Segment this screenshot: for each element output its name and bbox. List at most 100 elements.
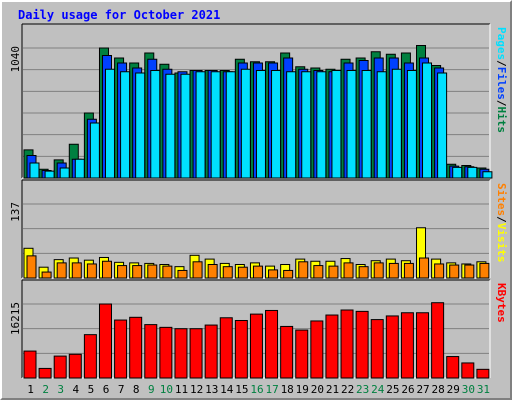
bar-pages-day-20 <box>316 71 327 179</box>
bar-kbytes-day-23 <box>355 310 369 379</box>
x-tick-day-29: 29 <box>447 383 460 396</box>
panel-middle-legend: Sites/Visits <box>495 183 508 263</box>
bar-kbytes-day-13 <box>204 324 218 379</box>
bar-pages-day-9 <box>150 70 161 179</box>
bar-kbytes-day-19 <box>295 329 309 379</box>
bar-sites-day-25 <box>388 262 399 279</box>
bar-sites-day-4 <box>71 262 82 279</box>
bar-sites-day-27 <box>419 257 430 279</box>
panel-middle-max-label: 137 <box>9 202 22 222</box>
x-tick-day-3: 3 <box>57 383 64 396</box>
bar-kbytes-day-28 <box>431 302 445 379</box>
bar-kbytes-day-17 <box>265 309 279 379</box>
x-tick-day-14: 14 <box>220 383 234 396</box>
bar-kbytes-day-9 <box>144 324 158 379</box>
bar-sites-day-23 <box>358 266 369 279</box>
bar-sites-day-13 <box>207 263 218 279</box>
bar-pages-day-30 <box>467 166 478 179</box>
bar-pages-day-26 <box>406 70 417 179</box>
bar-sites-day-14 <box>222 266 233 279</box>
bar-kbytes-day-20 <box>310 320 324 379</box>
x-tick-day-26: 26 <box>401 383 414 396</box>
bar-sites-day-12 <box>192 261 203 279</box>
legend-separator: / <box>495 216 508 223</box>
x-tick-day-30: 30 <box>462 383 475 396</box>
bar-kbytes-day-18 <box>280 325 294 379</box>
bar-sites-day-9 <box>147 264 158 279</box>
bar-sites-day-3 <box>56 262 67 279</box>
chart-title: Daily usage for October 2021 <box>18 8 220 22</box>
x-tick-day-28: 28 <box>432 383 445 396</box>
bar-pages-day-31 <box>482 171 493 179</box>
bar-pages-day-15 <box>240 68 251 179</box>
bar-pages-day-24 <box>376 71 387 179</box>
bar-kbytes-day-4 <box>68 353 82 379</box>
bar-pages-day-13 <box>210 71 221 179</box>
bar-pages-day-8 <box>135 72 146 179</box>
legend-hits: Hits <box>495 107 508 134</box>
bar-pages-day-25 <box>391 68 402 179</box>
bar-pages-day-19 <box>301 71 312 179</box>
bar-pages-day-3 <box>59 167 70 179</box>
bar-pages-day-10 <box>165 73 176 179</box>
bar-kbytes-day-21 <box>325 314 339 379</box>
bar-sites-day-6 <box>101 260 112 279</box>
x-tick-day-13: 13 <box>205 383 218 396</box>
bar-pages-day-23 <box>361 70 372 179</box>
bar-pages-day-18 <box>286 71 297 179</box>
bar-sites-day-16 <box>252 265 263 279</box>
legend-kbytes: KBytes <box>495 283 508 323</box>
bar-kbytes-day-16 <box>249 313 263 379</box>
legend-sites: Sites <box>495 183 508 216</box>
panel-bottom-legend: KBytes <box>495 283 508 323</box>
bar-kbytes-day-5 <box>83 334 97 379</box>
legend-visits: Visits <box>495 223 508 263</box>
bar-kbytes-day-30 <box>461 362 475 379</box>
bar-kbytes-day-15 <box>234 319 248 379</box>
x-tick-day-20: 20 <box>311 383 324 396</box>
x-tick-day-15: 15 <box>235 383 248 396</box>
bar-sites-day-19 <box>298 261 309 279</box>
bar-kbytes-day-26 <box>400 312 414 379</box>
bar-sites-day-1 <box>26 255 37 279</box>
x-tick-day-18: 18 <box>281 383 294 396</box>
bar-sites-day-21 <box>328 265 339 279</box>
bar-kbytes-day-14 <box>219 317 233 379</box>
bar-sites-day-31 <box>479 262 490 279</box>
panel-top-legend: Pages/Files/Hits <box>495 27 508 133</box>
x-tick-day-1: 1 <box>27 383 34 396</box>
bar-pages-day-17 <box>271 70 282 179</box>
x-tick-day-5: 5 <box>88 383 95 396</box>
x-tick-day-4: 4 <box>73 383 80 396</box>
bar-pages-day-5 <box>89 122 100 179</box>
x-tick-day-6: 6 <box>103 383 110 396</box>
bar-kbytes-day-25 <box>385 315 399 379</box>
legend-pages: Pages <box>495 27 508 60</box>
x-tick-day-8: 8 <box>133 383 140 396</box>
bar-pages-day-27 <box>422 62 433 179</box>
x-tick-day-24: 24 <box>371 383 385 396</box>
x-tick-day-2: 2 <box>42 383 49 396</box>
bar-pages-day-28 <box>437 72 448 179</box>
bar-kbytes-day-6 <box>98 303 112 379</box>
bar-pages-day-29 <box>452 166 463 179</box>
bar-sites-day-24 <box>373 262 384 279</box>
legend-files: Files <box>495 67 508 100</box>
bar-kbytes-day-10 <box>159 326 173 379</box>
bar-kbytes-day-11 <box>174 328 188 379</box>
bar-pages-day-6 <box>104 68 115 179</box>
x-tick-day-22: 22 <box>341 383 354 396</box>
x-tick-day-25: 25 <box>386 383 399 396</box>
bar-pages-day-12 <box>195 71 206 179</box>
panel-top-max-label: 1040 <box>9 46 22 73</box>
legend-separator: / <box>495 60 508 67</box>
bar-sites-day-30 <box>464 264 475 279</box>
bar-kbytes-day-3 <box>53 355 67 379</box>
x-tick-day-12: 12 <box>190 383 203 396</box>
bar-sites-day-26 <box>403 262 414 279</box>
panel-bottom-max-label: 16215 <box>9 302 22 335</box>
bar-sites-day-11 <box>177 269 188 279</box>
bar-kbytes-day-29 <box>446 356 460 379</box>
bar-sites-day-8 <box>132 265 143 279</box>
